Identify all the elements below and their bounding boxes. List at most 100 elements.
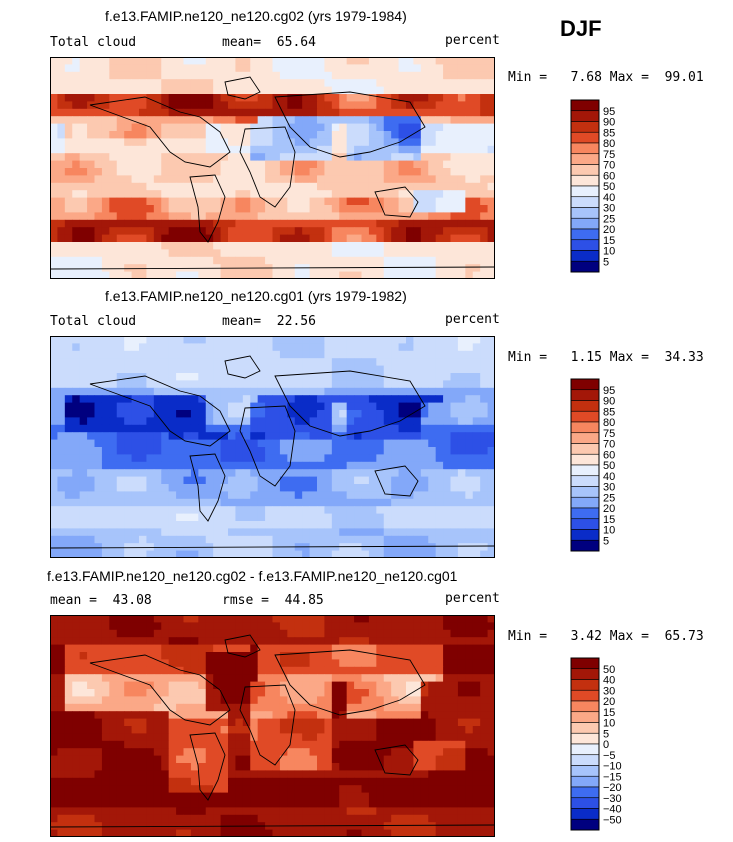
colorbar-swatch	[570, 239, 600, 251]
colorbar-swatch	[570, 518, 600, 530]
colorbar-tick-label: −40	[603, 804, 622, 816]
colorbar-swatch	[570, 131, 600, 144]
map-frame	[50, 336, 495, 558]
colorbar-swatch	[570, 260, 600, 273]
colorbar-tick-label: 15	[603, 235, 615, 247]
panel3-min-value: 3.42	[570, 629, 602, 644]
colorbar-swatch	[570, 217, 600, 230]
colorbar-tick-label: 90	[603, 396, 615, 408]
colorbar-frame	[570, 378, 600, 552]
colorbar-swatch	[570, 174, 600, 187]
colorbar-swatch	[570, 378, 600, 391]
colorbar-tick-label: 50	[603, 664, 615, 676]
colorbar-tick-label: 80	[603, 138, 615, 150]
colorbar-tick-label: 25	[603, 492, 615, 504]
colorbar-tick-label: 15	[603, 514, 615, 526]
colorbar-tick-label: 75	[603, 149, 615, 161]
panel1-min-value: 7.68	[570, 70, 602, 85]
colorbar-swatch	[570, 153, 600, 165]
colorbar-tick-label: 40	[603, 675, 615, 687]
colorbar-swatch	[570, 432, 600, 444]
colorbar-swatch	[570, 99, 600, 112]
panel3-units: percent	[445, 591, 500, 606]
colorbar-tick-label: −20	[603, 782, 622, 794]
colorbar-tick-label: 60	[603, 449, 615, 461]
panel3-title: f.e13.FAMIP.ne120_ne120.cg02 - f.e13.FAM…	[47, 568, 458, 584]
colorbar-swatch	[570, 657, 600, 670]
colorbar-tick-label: 90	[603, 117, 615, 129]
coastline	[239, 405, 296, 487]
colorbar-swatch	[570, 142, 600, 155]
colorbar-swatch	[570, 507, 600, 520]
colorbar-frame	[570, 99, 600, 273]
colorbar-tick-label: −5	[603, 750, 616, 762]
coastline	[89, 654, 231, 726]
panel2-title: f.e13.FAMIP.ne120_ne120.cg01 (yrs 1979-1…	[105, 288, 407, 304]
colorbar-swatch	[570, 786, 600, 799]
colorbar-tick-label: 40	[603, 471, 615, 483]
map-frame	[50, 57, 495, 279]
colorbar-tick-label: 5	[603, 728, 609, 740]
panel1-mean-label: mean= 65.64	[222, 35, 316, 50]
colorbar-swatch	[570, 808, 600, 820]
colorbar-tick-label: 40	[603, 192, 615, 204]
panel2-max-value: 34.33	[664, 350, 704, 365]
colorbar-tick-label: −50	[603, 814, 622, 826]
colorbar-tick-label: 30	[603, 203, 615, 215]
colorbar-tick-label: 0	[603, 739, 609, 751]
map-field	[50, 336, 495, 558]
colorbar-swatch	[570, 443, 600, 455]
colorbar-tick-label: 50	[603, 460, 615, 472]
colorbar-tick-label: 10	[603, 525, 615, 537]
coastline	[239, 126, 296, 208]
colorbar-swatch	[570, 818, 600, 831]
colorbar-swatch	[570, 400, 600, 412]
coastline	[189, 732, 226, 801]
coastline	[274, 91, 426, 158]
panel2-units: percent	[445, 312, 500, 327]
panel3-max-value: 65.73	[664, 629, 704, 644]
colorbar-swatch	[570, 711, 600, 723]
map-frame	[50, 615, 495, 837]
panel1-variable-label: Total cloud	[50, 35, 137, 50]
coastline	[189, 453, 226, 522]
coastline	[374, 465, 419, 497]
colorbar-tick-label: 70	[603, 439, 615, 451]
colorbar-tick-label: 30	[603, 482, 615, 494]
colorbar-swatch	[570, 732, 600, 745]
coastline	[239, 684, 296, 766]
colorbar-tick-label: 10	[603, 246, 615, 258]
panel1-title: f.e13.FAMIP.ne120_ne120.cg02 (yrs 1979-1…	[105, 8, 407, 24]
panel2-map	[50, 336, 495, 558]
colorbar-tick-label: −10	[603, 761, 622, 773]
colorbar-tick-label: 50	[603, 181, 615, 193]
panel3-mean-value: 43.08	[112, 593, 152, 608]
colorbar-tick-label: 10	[603, 718, 615, 730]
colorbar-tick-label: 20	[603, 696, 615, 708]
colorbar-swatch	[570, 475, 600, 487]
colorbar-tick-label: 85	[603, 127, 615, 139]
coastline	[89, 375, 231, 447]
coastline	[89, 96, 231, 168]
colorbar-tick-label: 60	[603, 170, 615, 182]
panel2-minmax: Min = 1.15 Max = 34.33	[508, 350, 704, 365]
panel1-units: percent	[445, 33, 500, 48]
colorbar-swatch	[570, 110, 600, 122]
colorbar-swatch	[570, 754, 600, 766]
colorbar-tick-label: 15	[603, 707, 615, 719]
colorbar-tick-label: 70	[603, 160, 615, 172]
colorbar-swatch	[570, 410, 600, 423]
colorbar-swatch	[570, 464, 600, 477]
colorbar-frame	[570, 657, 600, 831]
colorbar-swatch	[570, 775, 600, 788]
colorbar-tick-label: 20	[603, 224, 615, 236]
colorbar-swatch	[570, 689, 600, 702]
colorbar-swatch	[570, 529, 600, 541]
coastline	[189, 174, 226, 243]
colorbar-swatch	[570, 421, 600, 434]
coastline	[224, 355, 261, 379]
colorbar-tick-label: −30	[603, 793, 622, 805]
